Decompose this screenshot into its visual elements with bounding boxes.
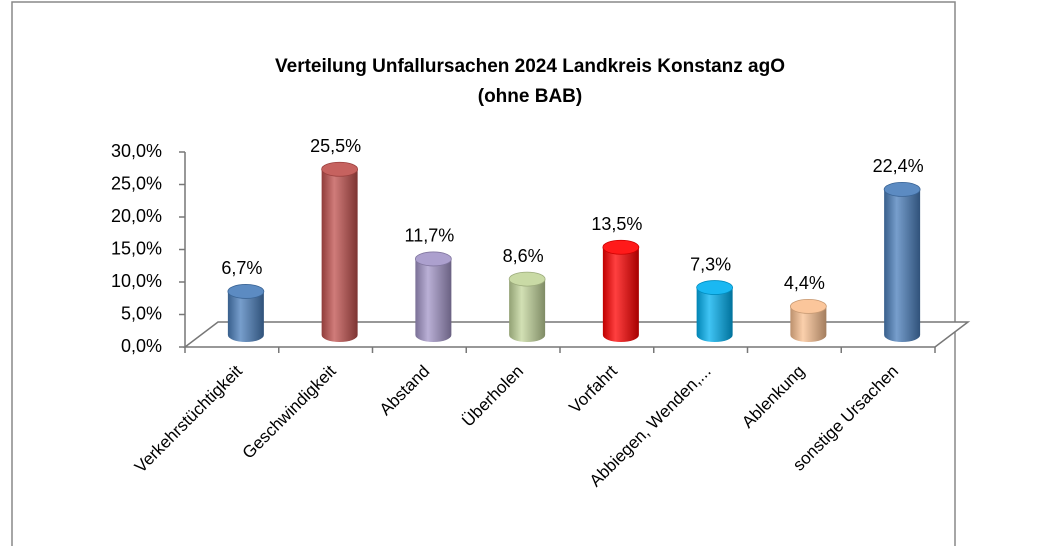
bar-top	[321, 161, 359, 177]
bar	[696, 287, 733, 342]
bar-top	[883, 181, 921, 197]
bar	[227, 291, 264, 342]
value-label: 22,4%	[873, 156, 924, 176]
bar	[509, 279, 546, 342]
bar-top	[602, 239, 640, 255]
bar	[321, 169, 358, 342]
value-label: 11,7%	[405, 226, 455, 246]
floor	[182, 321, 971, 348]
y-tick-label: 5,0%	[121, 303, 162, 323]
chart-frame	[11, 1, 956, 546]
bar-top	[696, 280, 734, 295]
y-tick-label: 0,0%	[121, 336, 162, 356]
value-label: 4,4%	[784, 273, 825, 293]
value-label: 25,5%	[310, 136, 361, 156]
y-tick-label: 10,0%	[111, 271, 162, 291]
y-tick-label: 15,0%	[111, 238, 162, 258]
bar-top	[789, 298, 827, 314]
bar-top	[227, 284, 265, 299]
chart-subtitle: (ohne BAB)	[478, 86, 582, 107]
bar-top	[508, 271, 546, 287]
bar	[790, 306, 827, 342]
y-tick-label: 20,0%	[111, 206, 162, 226]
bar	[602, 247, 639, 342]
bar-top	[414, 251, 452, 267]
value-label: 7,3%	[690, 254, 731, 274]
y-tick-label: 30,0%	[111, 141, 162, 161]
y-tick-label: 25,0%	[111, 173, 162, 193]
bar	[415, 258, 452, 342]
bar	[884, 189, 921, 342]
value-label: 6,7%	[221, 258, 262, 278]
value-label: 8,6%	[503, 246, 544, 266]
chart-title: Verteilung Unfallursachen 2024 Landkreis…	[275, 56, 785, 77]
value-label: 13,5%	[591, 214, 642, 234]
